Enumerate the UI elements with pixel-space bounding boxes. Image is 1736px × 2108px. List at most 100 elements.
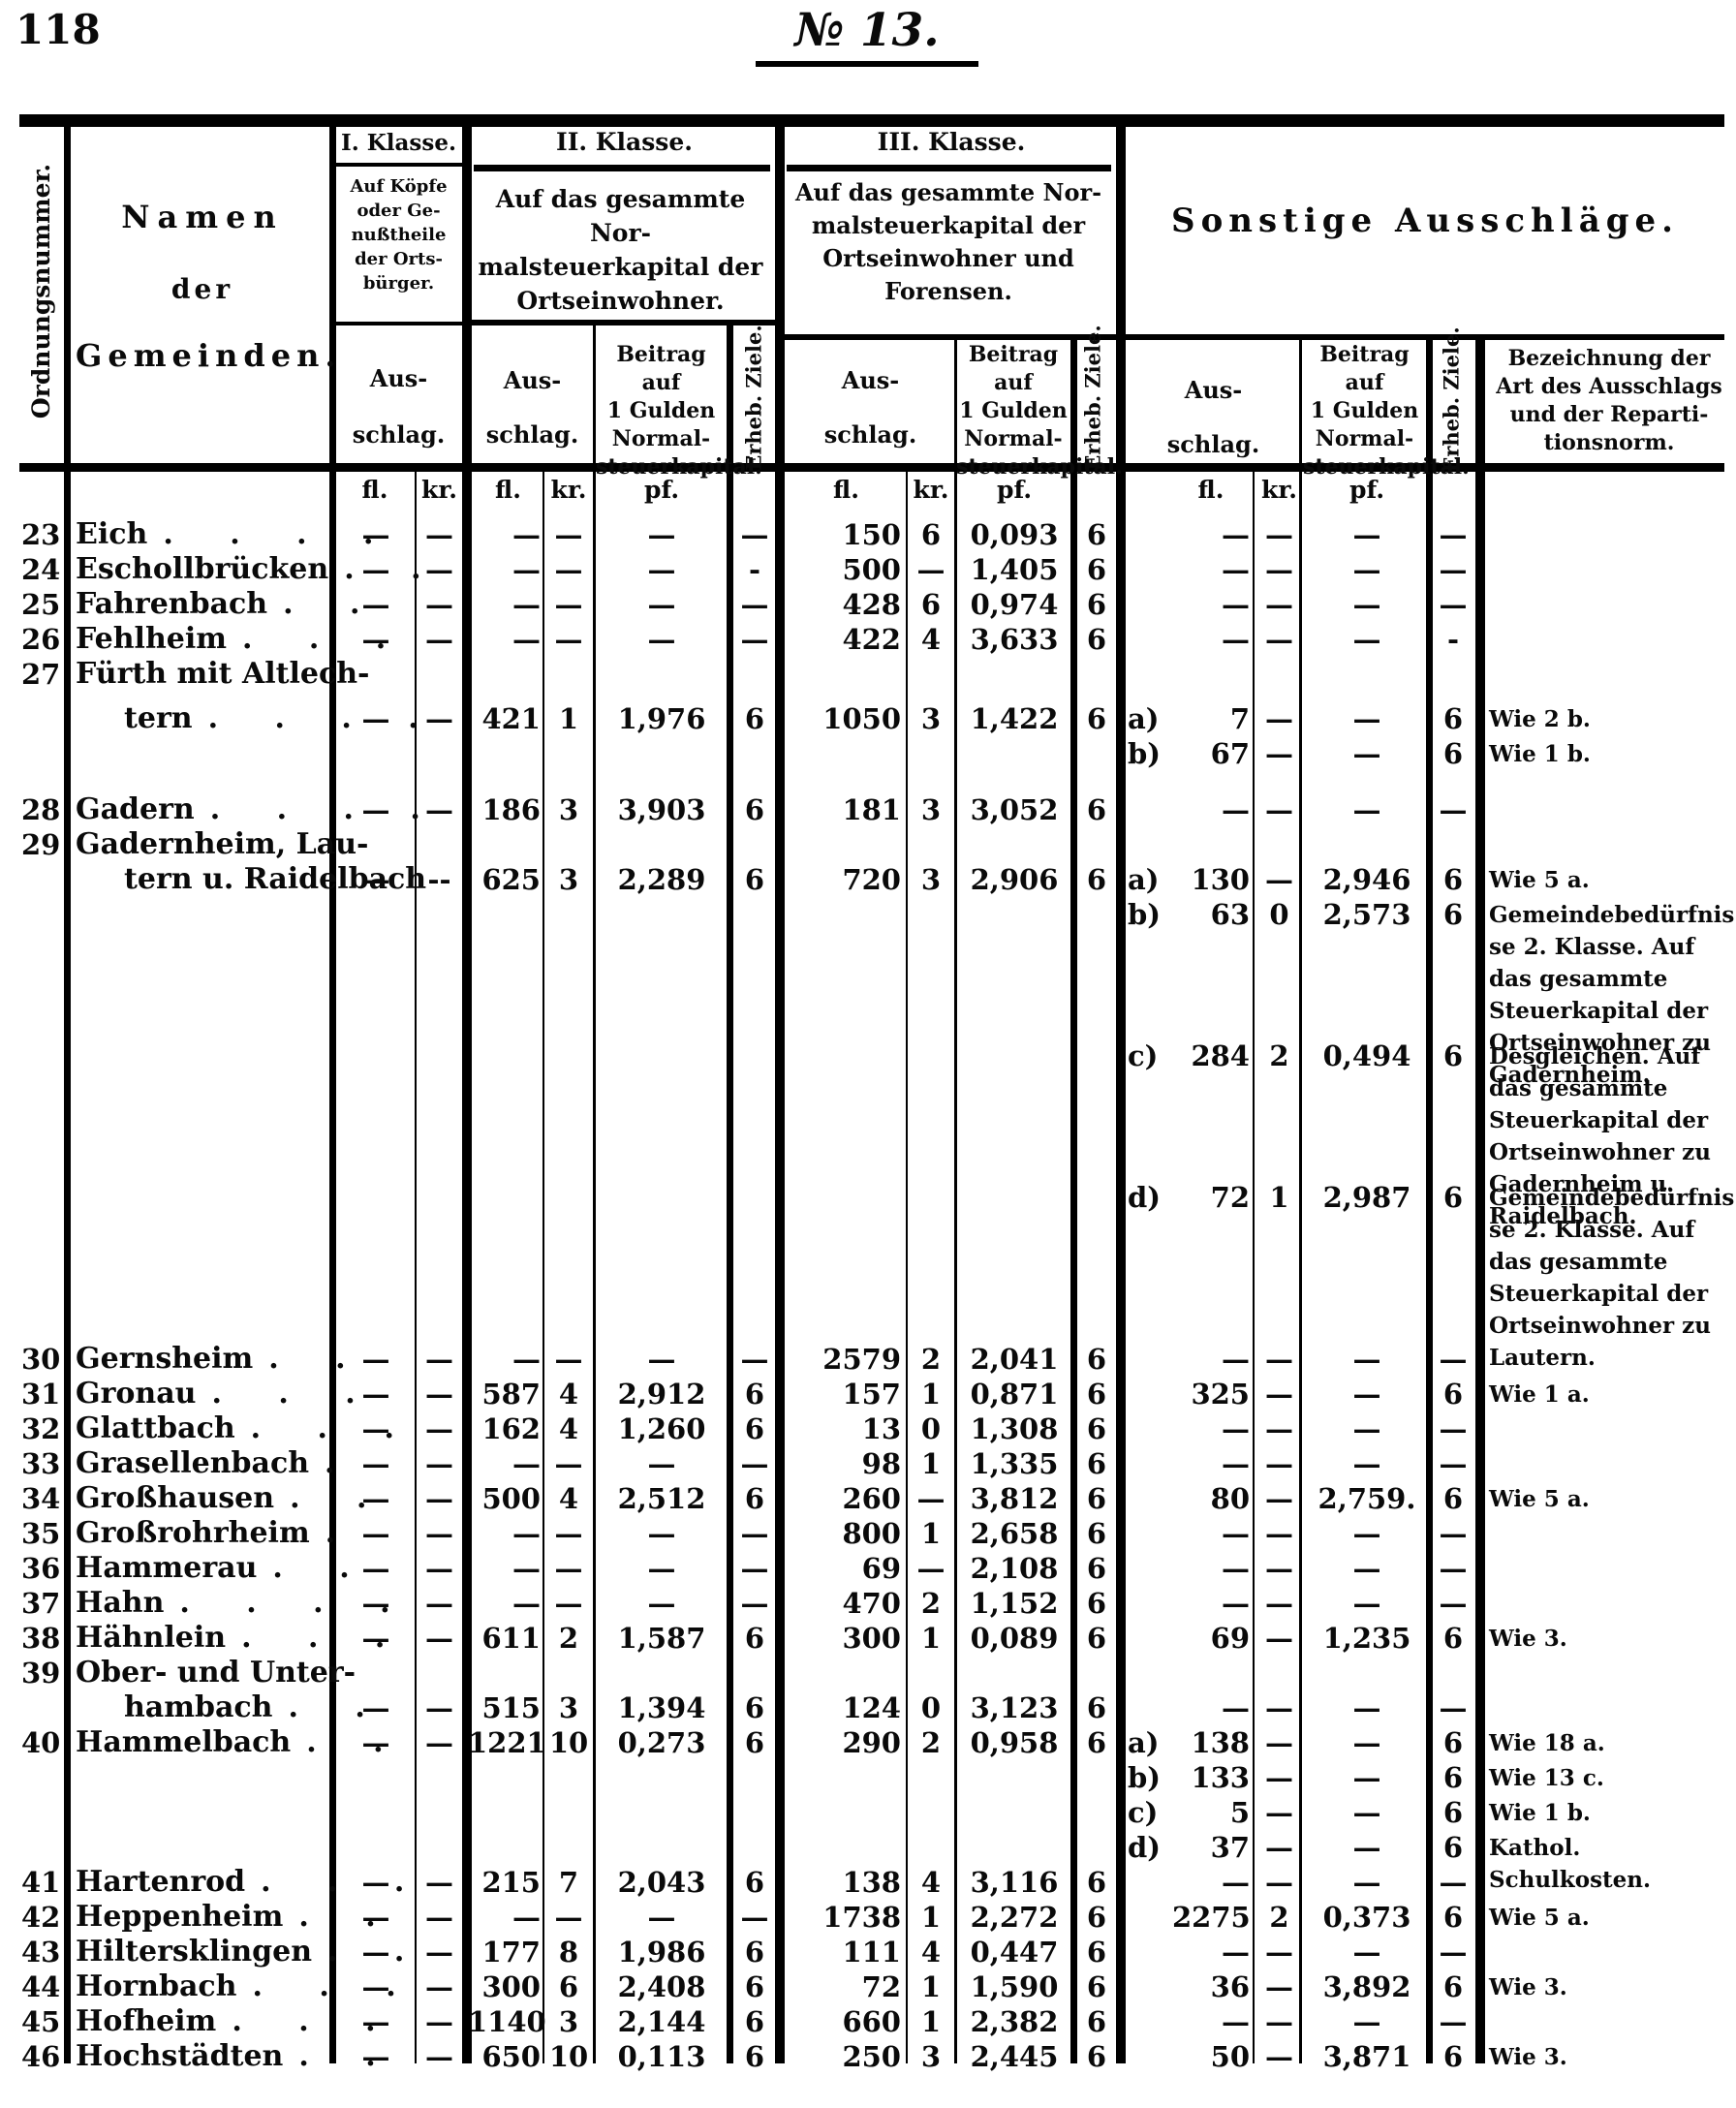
- cell-ifl: —: [361, 1343, 390, 1376]
- cell-ikr: —: [425, 702, 453, 735]
- cell-f3: 290: [842, 1726, 901, 1759]
- cell-z3: 6: [1086, 1552, 1107, 1585]
- cell-k2: —: [554, 1552, 583, 1585]
- cell-z3: 6: [1086, 588, 1107, 621]
- gemeinde-name: Hähnlein: [76, 1621, 227, 1655]
- cell-name: Fürth mit Altlech-: [76, 657, 370, 692]
- dot-leader: . .: [327, 1935, 428, 1968]
- cell-remark: Wie 18 a.: [1489, 1730, 1605, 1756]
- cell-k3: 3: [920, 863, 942, 896]
- cell-f3: 111: [842, 1936, 901, 1968]
- cell-p2: 2,043: [617, 1866, 706, 1899]
- klasse3-title: III. Klasse.: [877, 128, 1026, 156]
- rule-v-k3s: [1116, 122, 1126, 2063]
- cell-name: Gadernheim, Lau-: [76, 827, 368, 862]
- cell-sl: a): [1128, 702, 1160, 735]
- dot-leader: . . . .: [179, 1586, 414, 1620]
- cell-no: 23: [21, 518, 61, 551]
- cell-ikr: —: [425, 518, 453, 551]
- cell-k3: 1: [920, 1378, 942, 1410]
- cell-p3: 2,906: [970, 863, 1059, 896]
- klasse2-title: II. Klasse.: [556, 128, 693, 156]
- cell-f3: 2579: [822, 1343, 901, 1376]
- cell-name: tern. . . .: [124, 701, 418, 736]
- cell-ifl: —: [361, 623, 390, 656]
- cell-remark: Gemeindebedürfnisse 2. Klasse. Auf das g…: [1489, 902, 1735, 1088]
- cell-z3: 6: [1086, 863, 1107, 896]
- cell-f3: 428: [842, 588, 901, 621]
- gemeinde-name: Gadernheim, Lau-: [76, 827, 369, 861]
- cell-sk: 2: [1269, 1039, 1289, 1072]
- cell-z2: 6: [744, 1936, 765, 1968]
- sonstige-erheb: Erheb. Ziele.: [1439, 326, 1464, 473]
- cell-f3: 150: [842, 518, 901, 551]
- rule-v-k1-flkr: [415, 471, 417, 2063]
- cell-name: Hammerau. .: [76, 1551, 350, 1586]
- cell-no: 41: [21, 1866, 61, 1899]
- dot-leader: . .: [298, 2039, 399, 2073]
- cell-k2: 1: [558, 702, 579, 735]
- cell-no: 34: [21, 1482, 61, 1515]
- cell-ifl: —: [361, 1726, 390, 1759]
- cell-ifl: —: [361, 702, 390, 735]
- cell-ifl: —: [361, 518, 390, 551]
- rule-v-k3-pfz: [1070, 340, 1077, 2063]
- rule-k2-title: [474, 165, 770, 171]
- cell-no: 32: [21, 1412, 61, 1445]
- cell-sk: —: [1265, 518, 1293, 551]
- cell-sk: —: [1265, 553, 1293, 586]
- cell-name: Gadern. . . .: [76, 792, 420, 827]
- cell-z2: 6: [744, 863, 765, 896]
- cell-p3: 3,123: [970, 1691, 1059, 1724]
- cell-z2: 6: [744, 2040, 765, 2073]
- cell-f3: 422: [842, 623, 901, 656]
- klasse3-desc: Auf das gesammte Nor- malsteuerkapital d…: [794, 178, 1102, 305]
- cell-p2: —: [647, 1552, 676, 1585]
- cell-ikr: —: [425, 1726, 453, 1759]
- cell-sz: —: [1439, 588, 1468, 621]
- rule-v-k1k2: [462, 122, 472, 2063]
- cell-k2: 10: [548, 2040, 589, 2073]
- cell-f2: 1140: [468, 2005, 546, 2038]
- cell-sp: —: [1352, 1447, 1381, 1480]
- gemeinde-name: Hammerau: [76, 1551, 258, 1585]
- cell-f3: 1738: [822, 1901, 901, 1934]
- unit-k3-fl: fl.: [833, 476, 859, 504]
- cell-sz: —: [1439, 2005, 1468, 2038]
- dot-leader: . .: [272, 1551, 373, 1585]
- cell-sk: —: [1265, 1796, 1293, 1829]
- cell-sp: —: [1352, 1343, 1381, 1376]
- cell-p3: 0,093: [970, 518, 1059, 551]
- cell-sz: 6: [1442, 1831, 1464, 1864]
- cell-sp: —: [1352, 1866, 1381, 1899]
- cell-sk: —: [1265, 1691, 1293, 1724]
- cell-p3: 1,422: [970, 702, 1059, 735]
- cell-z2: 6: [744, 1378, 765, 1410]
- cell-sz: 6: [1442, 702, 1464, 735]
- cell-no: 40: [21, 1726, 61, 1759]
- cell-name: Fahrenbach. .: [76, 587, 359, 622]
- cell-sz: 6: [1442, 1039, 1464, 1072]
- cell-f2: 515: [481, 1691, 541, 1724]
- gemeinde-name: Hahn: [76, 1586, 165, 1620]
- cell-ifl: —: [361, 1552, 390, 1585]
- dot-leader: . .: [268, 1342, 369, 1376]
- cell-f3: 124: [842, 1691, 901, 1724]
- cell-sp: —: [1352, 793, 1381, 826]
- cell-sz: —: [1439, 1866, 1468, 1899]
- cell-k3: —: [916, 1482, 946, 1515]
- cell-ikr: —: [425, 623, 453, 656]
- cell-sk: —: [1265, 863, 1293, 896]
- cell-p2: 1,394: [617, 1691, 706, 1724]
- cell-p2: 0,273: [617, 1726, 706, 1759]
- cell-sp: 3,892: [1322, 1970, 1411, 2003]
- cell-sl: a): [1128, 863, 1160, 896]
- cell-z2: —: [740, 1517, 769, 1550]
- rule-k1-title: [335, 163, 462, 167]
- cell-ikr: —: [425, 1691, 453, 1724]
- cell-p2: —: [647, 1343, 676, 1376]
- cell-ikr: --: [427, 863, 451, 896]
- cell-f2: 587: [481, 1378, 541, 1410]
- cell-ifl: —: [361, 863, 390, 896]
